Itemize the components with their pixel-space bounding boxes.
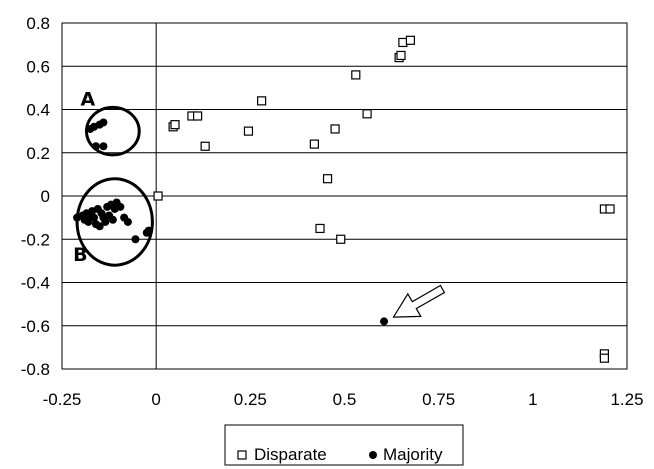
x-tick-label: 1	[528, 390, 537, 409]
disparate-point	[309, 139, 319, 149]
majority-point	[99, 142, 108, 151]
disparate-point	[351, 70, 361, 80]
majority-point	[99, 118, 108, 127]
majority-point	[90, 213, 99, 222]
legend: Disparate Majority	[224, 424, 464, 466]
disparate-point	[170, 120, 180, 130]
disparate-point	[322, 174, 333, 184]
legend-marker-majority	[369, 451, 377, 459]
legend-label-majority: Majority	[383, 445, 443, 464]
arrow-annotation	[392, 284, 446, 318]
disparate-point	[153, 191, 163, 201]
y-tick-label: 0.8	[26, 14, 50, 33]
x-tick-label: -0.25	[43, 390, 82, 409]
disparate-point	[336, 234, 346, 244]
y-tick-labels: -0.8 -0.6 -0.4 -0.2 0 0.2 0.4 0.6 0.8	[21, 14, 50, 379]
legend-box	[224, 424, 464, 466]
x-tick-label: 0	[151, 390, 160, 409]
disparate-point	[315, 223, 325, 234]
disparate-point	[330, 124, 340, 134]
majority-point	[108, 215, 117, 224]
legend-label-disparate: Disparate	[254, 445, 327, 464]
x-tick-label: 0.25	[234, 390, 267, 409]
majority-point	[84, 217, 93, 226]
disparate-point	[243, 126, 254, 136]
x-tick-label: 1.25	[610, 390, 643, 409]
gridlines	[62, 22, 627, 370]
x-tick-label: 0.5	[333, 390, 357, 409]
majority-point	[131, 235, 140, 244]
disparate-point	[398, 37, 408, 48]
disparate-point	[405, 35, 416, 45]
y-tick-label: -0.8	[21, 360, 50, 379]
majority-point	[380, 317, 389, 326]
majority-point	[123, 217, 132, 226]
disparate-point	[599, 353, 610, 363]
majority-point	[116, 202, 125, 211]
x-tick-labels: -0.25 0 0.25 0.5 0.75 1 1.25	[43, 390, 644, 409]
y-tick-label: 0.2	[26, 144, 50, 163]
disparate-point	[362, 109, 372, 119]
disparate-point	[605, 204, 615, 214]
disparate-point	[200, 141, 210, 151]
plot-area-border	[61, 22, 628, 370]
y-tick-label: -0.2	[21, 230, 50, 249]
disparate-point	[193, 111, 203, 121]
annotations: AB	[73, 88, 446, 318]
majority-point	[91, 142, 100, 151]
y-tick-label: 0.6	[26, 57, 50, 76]
y-tick-label: -0.6	[21, 317, 50, 336]
y-tick-label: 0	[41, 187, 50, 206]
ellipse-annotation-b	[75, 177, 154, 267]
disparate-point	[396, 50, 406, 61]
disparate-point	[257, 96, 267, 106]
majority-point	[144, 226, 153, 235]
annotation-label-b: B	[73, 244, 87, 266]
legend-marker-disparate	[237, 450, 247, 460]
y-tick-label: -0.4	[21, 274, 50, 293]
y-tick-label: 0.4	[26, 101, 50, 120]
x-tick-label: 0.75	[422, 390, 455, 409]
majority-point	[101, 217, 110, 226]
ellipse-annotation-a	[84, 105, 141, 157]
annotation-label-a: A	[80, 88, 95, 110]
data-points	[73, 35, 615, 363]
majority-point	[95, 222, 104, 231]
